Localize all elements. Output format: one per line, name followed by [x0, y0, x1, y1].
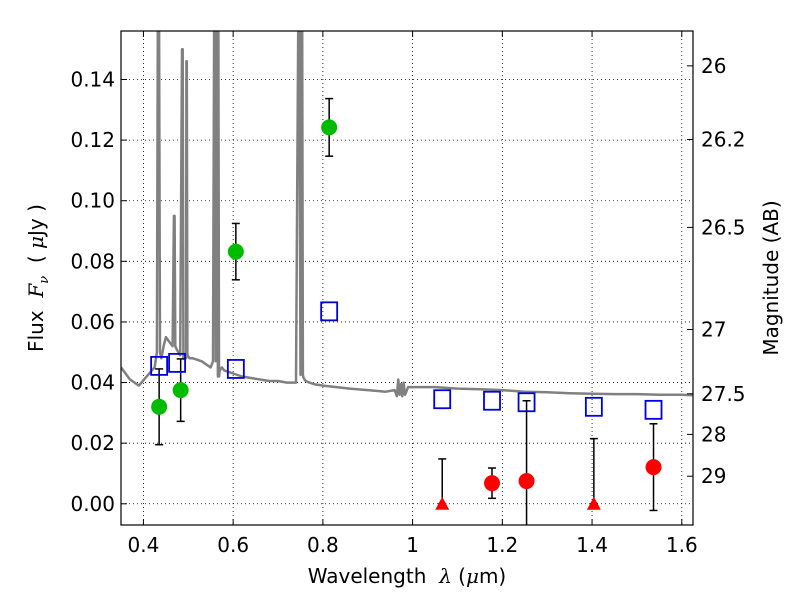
plot-frame	[120, 30, 694, 526]
y-tick-label: 0.10	[70, 189, 115, 213]
model-flux-marker	[644, 399, 663, 420]
y-tick-label: 0.04	[70, 371, 115, 395]
data-point	[645, 459, 662, 476]
spectrum-line	[121, 31, 693, 398]
model-flux-marker	[517, 392, 536, 413]
upper-limit-marker	[586, 496, 601, 510]
data-point	[151, 398, 168, 415]
y-tick-label: 0.00	[70, 492, 115, 516]
x-tick-label: 1.4	[576, 533, 608, 557]
data-point	[172, 382, 189, 399]
right-tick-label: 29	[701, 464, 726, 488]
x-tick-label: 0.4	[128, 533, 160, 557]
upper-limit-marker	[435, 496, 450, 510]
x-axis-label: Wavelength λ (μm)	[308, 564, 507, 588]
right-axis-ticks: 26 26.2 26.5 27 27.5 28 29	[687, 54, 746, 488]
right-tick-label: 28	[701, 422, 726, 446]
right-tick-label: 26	[701, 54, 726, 78]
spectrum-layer	[121, 31, 693, 398]
data-points-layer	[150, 97, 663, 525]
right-tick-label: 26.2	[701, 127, 746, 151]
x-tick-label: 1.6	[666, 533, 698, 557]
x-axis-ticks: 0.4 0.6 0.8 1 1.2 1.4 1.6	[128, 31, 698, 557]
right-tick-label: 27	[701, 318, 726, 342]
model-flux-marker	[150, 355, 169, 376]
x-tick-label: 0.6	[217, 533, 249, 557]
y-tick-label: 0.12	[70, 128, 115, 152]
model-flux-marker	[168, 352, 186, 373]
right-tick-label: 27.5	[701, 382, 746, 406]
y-tick-label: 0.02	[70, 431, 115, 455]
model-flux-marker	[483, 390, 501, 411]
data-point	[321, 119, 338, 136]
y-tick-label: 0.14	[70, 67, 115, 91]
data-point	[518, 473, 535, 490]
x-tick-label: 1	[406, 533, 419, 557]
y-tick-label: 0.06	[70, 310, 115, 334]
right-tick-label: 26.5	[701, 215, 746, 239]
model-flux-marker	[584, 396, 603, 417]
right-axis-label: Magnitude (AB)	[759, 200, 783, 355]
model-flux-marker	[320, 301, 339, 322]
y-axis-ticks: 0.00 0.02 0.04 0.06 0.08 0.10 0.12 0.14	[70, 67, 127, 516]
x-tick-label: 1.2	[486, 533, 518, 557]
model-flux-marker	[226, 359, 245, 379]
x-tick-label: 0.8	[307, 533, 339, 557]
y-tick-label: 0.08	[70, 249, 115, 273]
data-point	[484, 475, 501, 492]
data-point	[227, 243, 244, 260]
model-flux-marker	[433, 389, 452, 410]
